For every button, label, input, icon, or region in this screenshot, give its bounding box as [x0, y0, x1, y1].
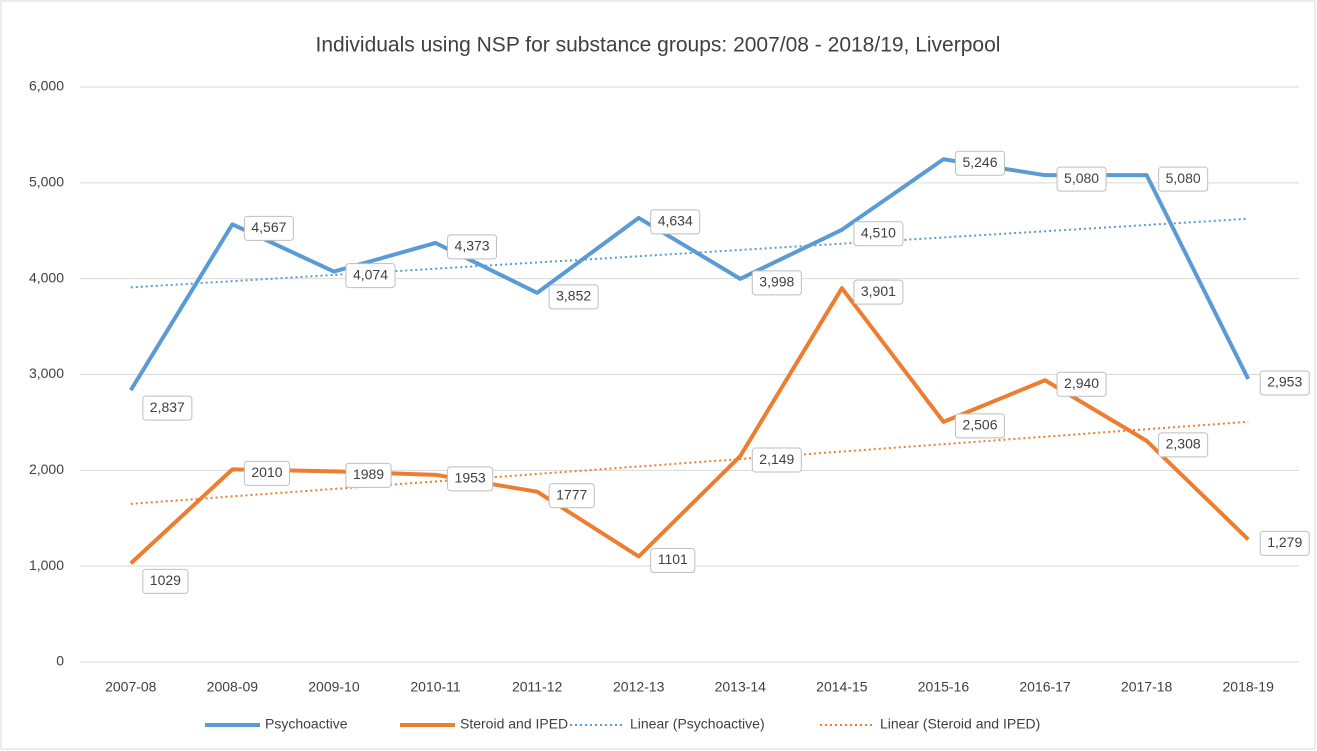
x-tick-label: 2008-09: [207, 679, 259, 695]
data-label-box: [345, 263, 396, 289]
data-label: 2010: [243, 460, 291, 486]
data-label-text: 1029: [150, 572, 181, 588]
data-label-text: 1953: [455, 470, 486, 486]
y-tick-label: 2,000: [29, 461, 64, 477]
data-label: 4,373: [447, 234, 498, 260]
data-label: 4,074: [345, 263, 396, 289]
data-label-text: 2010: [251, 464, 282, 480]
data-label: 1029: [142, 568, 189, 594]
x-tick-label: 2009-10: [308, 679, 360, 695]
data-label-box: [447, 234, 498, 260]
data-label: 4,567: [243, 215, 294, 241]
x-tick-label: 2014-15: [816, 679, 868, 695]
data-label-box: [243, 215, 294, 241]
data-label-text: 4,373: [455, 238, 490, 254]
x-tick-label: 2010-11: [410, 679, 461, 695]
chart-title: Individuals using NSP for substance grou…: [316, 34, 1001, 57]
x-tick-label: 2015-16: [918, 679, 970, 695]
data-label-box: [142, 568, 189, 594]
data-label-box: [954, 413, 1006, 439]
x-tick-label: 2011-12: [512, 679, 563, 695]
data-label-text: 4,634: [658, 213, 693, 229]
data-label: 2,506: [954, 413, 1006, 439]
data-label: 1101: [650, 547, 696, 573]
data-label: 5,080: [1158, 166, 1209, 192]
y-tick-label: 0: [56, 653, 64, 669]
data-label-text: 2,953: [1267, 374, 1302, 390]
data-label-box: [243, 460, 291, 486]
data-label: 5,246: [954, 150, 1006, 176]
data-label-text: 1989: [353, 466, 384, 482]
y-tick-label: 1,000: [29, 557, 64, 573]
y-tick-label: 5,000: [29, 174, 64, 190]
data-label-box: [1158, 432, 1209, 458]
data-label-text: 1101: [658, 551, 688, 567]
data-label-text: 3,852: [556, 288, 591, 304]
data-label-text: 5,080: [1166, 170, 1201, 186]
data-label: 1,279: [1259, 530, 1310, 556]
trend-line: [130, 420, 1249, 505]
data-label: 2,953: [1259, 370, 1310, 396]
x-tick-label: 2016-17: [1019, 679, 1071, 695]
data-label: 4,634: [650, 209, 701, 235]
data-label: 2,837: [142, 395, 193, 421]
data-label-box: [1158, 166, 1209, 192]
data-label-box: [954, 150, 1006, 176]
data-label-box: [751, 447, 802, 473]
data-label-box: [142, 395, 193, 421]
legend-label: Psychoactive: [265, 716, 348, 732]
data-label-box: [548, 284, 599, 310]
x-tick-label: 2018-19: [1223, 679, 1275, 695]
data-label-text: 3,901: [861, 283, 896, 299]
data-label-text: 1,279: [1267, 534, 1302, 550]
data-label-box: [1056, 166, 1107, 192]
data-label-text: 5,080: [1064, 170, 1099, 186]
data-label: 5,080: [1056, 166, 1107, 192]
data-label-box: [650, 547, 696, 573]
data-label: 3,852: [548, 284, 599, 310]
y-tick-label: 6,000: [29, 78, 64, 94]
data-label-box: [1259, 370, 1310, 396]
data-label: 1953: [447, 466, 494, 492]
data-label-text: 2,308: [1166, 436, 1201, 452]
x-tick-label: 2012-13: [613, 679, 665, 695]
data-label-text: 4,510: [861, 224, 896, 240]
data-label: 2,149: [751, 447, 802, 473]
data-label-box: [1259, 530, 1310, 556]
data-label-text: 1777: [556, 486, 587, 502]
data-label: 2,308: [1158, 432, 1209, 458]
data-label: 3,901: [853, 279, 904, 305]
legend-label: Steroid and IPED: [460, 716, 568, 732]
x-tick-label: 2017-18: [1121, 679, 1173, 695]
data-label-text: 4,567: [251, 219, 286, 235]
legend-label: Linear (Psychoactive): [630, 716, 765, 732]
data-label-text: 5,246: [962, 154, 997, 170]
data-label-text: 3,998: [759, 274, 794, 290]
x-tick-label: 2007-08: [105, 679, 157, 695]
data-label-box: [853, 279, 904, 305]
data-label-box: [1056, 371, 1107, 397]
y-tick-label: 3,000: [29, 365, 64, 381]
data-label: 1777: [548, 483, 595, 509]
data-label-box: [345, 462, 392, 488]
data-label-box: [447, 466, 494, 492]
data-label-box: [751, 270, 802, 296]
data-label-text: 2,506: [962, 417, 997, 433]
data-label-text: 4,074: [353, 266, 388, 282]
data-label-box: [853, 221, 904, 247]
legend-label: Linear (Steroid and IPED): [880, 716, 1040, 732]
x-tick-label: 2013-14: [715, 679, 767, 695]
data-label-text: 2,940: [1064, 375, 1099, 391]
data-label: 2,940: [1056, 371, 1107, 397]
data-label: 3,998: [751, 270, 802, 296]
trend-line: [130, 217, 1249, 289]
data-label: 1989: [345, 462, 392, 488]
data-label-text: 2,149: [759, 451, 794, 467]
data-label-box: [650, 209, 701, 235]
data-label-box: [548, 483, 595, 509]
data-label: 4,510: [853, 221, 904, 247]
y-tick-label: 4,000: [29, 269, 64, 285]
data-label-text: 2,837: [150, 399, 185, 415]
